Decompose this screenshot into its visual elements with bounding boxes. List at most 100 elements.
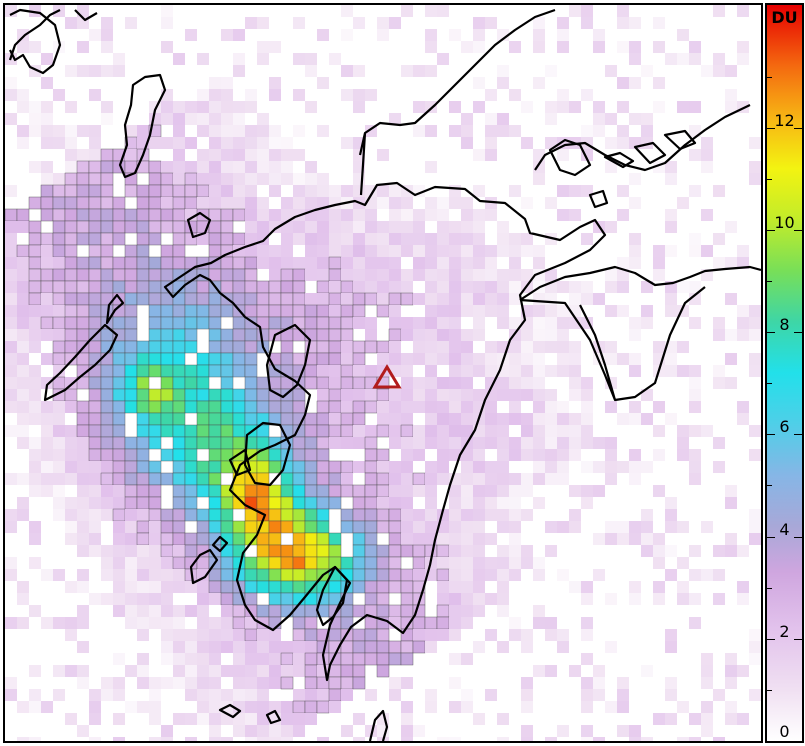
so2-pixel — [521, 629, 533, 641]
so2-pixel — [208, 568, 222, 582]
coastline-layer — [8, 8, 761, 741]
so2-pixel — [148, 304, 162, 318]
colorbar-tick — [794, 127, 802, 129]
so2-pixel — [268, 484, 282, 498]
so2-pixel — [353, 65, 365, 77]
so2-pixel — [172, 388, 186, 402]
so2-pixel — [77, 497, 89, 509]
so2-pixel — [341, 389, 353, 401]
so2-pixel — [304, 652, 318, 666]
so2-pixel — [340, 280, 354, 294]
so2-pixel — [521, 449, 533, 461]
so2-pixel — [244, 628, 258, 642]
so2-pixel — [65, 473, 77, 485]
so2-pixel — [100, 400, 114, 414]
so2-pixel — [40, 196, 54, 210]
so2-pixel — [497, 641, 509, 653]
so2-pixel — [292, 484, 306, 498]
so2-pixel — [113, 485, 125, 497]
so2-pixel — [509, 185, 521, 197]
map-canvas[interactable] — [5, 5, 761, 741]
so2-pixel — [376, 484, 390, 498]
so2-pixel — [365, 317, 377, 329]
so2-pixel — [89, 497, 101, 509]
so2-pixel — [689, 149, 701, 161]
so2-pixel — [461, 473, 473, 485]
colorbar-tick — [767, 536, 775, 538]
so2-pixel — [185, 581, 197, 593]
so2-pixel — [377, 497, 389, 509]
so2-pixel — [425, 497, 437, 509]
so2-pixel — [569, 521, 581, 533]
so2-pixel — [17, 353, 29, 365]
so2-pixel — [665, 521, 677, 533]
so2-pixel — [124, 376, 138, 390]
so2-pixel — [17, 293, 29, 305]
so2-map[interactable] — [3, 3, 763, 743]
so2-pixel — [281, 197, 293, 209]
volcano-triangle-icon[interactable] — [372, 364, 402, 389]
so2-pixel — [185, 737, 197, 741]
so2-pixel — [461, 365, 473, 377]
so2-pixel — [533, 245, 545, 257]
so2-pixel — [137, 557, 149, 569]
so2-pixel — [725, 377, 737, 389]
so2-pixel — [376, 568, 390, 582]
so2-pixel — [473, 437, 485, 449]
so2-pixel — [172, 340, 186, 354]
so2-pixel — [425, 461, 437, 473]
so2-pixel — [233, 161, 245, 173]
so2-pixel — [256, 388, 270, 402]
so2-pixel — [653, 77, 665, 89]
so2-pixel — [377, 461, 389, 473]
so2-pixel — [124, 208, 138, 222]
so2-pixel — [40, 184, 54, 198]
so2-pixel — [53, 665, 65, 677]
so2-pixel — [437, 197, 449, 209]
so2-pixel — [713, 53, 725, 65]
so2-pixel — [353, 713, 365, 725]
so2-pixel — [737, 53, 749, 65]
so2-pixel — [749, 161, 761, 173]
volcano-marker[interactable] — [372, 364, 402, 389]
so2-pixel — [485, 629, 497, 641]
so2-pixel — [377, 401, 389, 413]
so2-pixel — [100, 448, 114, 462]
so2-pixel — [244, 328, 258, 342]
so2-pixel — [256, 496, 270, 510]
so2-pixel — [172, 484, 186, 498]
colorbar-minor-tick — [767, 485, 772, 487]
so2-pixel — [100, 280, 114, 294]
so2-pixel — [497, 125, 509, 137]
so2-pixel — [328, 544, 342, 558]
so2-pixel — [749, 137, 761, 149]
so2-pixel — [641, 509, 653, 521]
so2-pixel — [77, 521, 89, 533]
so2-pixel — [293, 689, 305, 701]
so2-pixel — [197, 713, 209, 725]
so2-pixel — [269, 665, 281, 677]
so2-pixel — [65, 125, 77, 137]
so2-pixel — [76, 184, 90, 198]
so2-pixel — [5, 221, 17, 233]
so2-pixel — [65, 425, 77, 437]
so2-pixel — [557, 101, 569, 113]
so2-pixel — [713, 569, 725, 581]
so2-pixel — [329, 53, 341, 65]
so2-pixel — [400, 640, 414, 654]
so2-pixel — [197, 173, 209, 185]
so2-pixel — [136, 352, 150, 366]
so2-pixel — [413, 437, 425, 449]
so2-pixel — [388, 544, 402, 558]
so2-pixel — [689, 617, 701, 629]
so2-pixel — [245, 233, 257, 245]
so2-pixel — [76, 256, 90, 270]
so2-pixel — [65, 533, 77, 545]
so2-pixel — [148, 328, 162, 342]
so2-pixel — [352, 496, 366, 510]
so2-pixel — [125, 521, 137, 533]
so2-pixel — [76, 268, 90, 282]
so2-pixel — [629, 461, 641, 473]
so2-pixel — [725, 293, 737, 305]
so2-pixel — [16, 208, 30, 222]
